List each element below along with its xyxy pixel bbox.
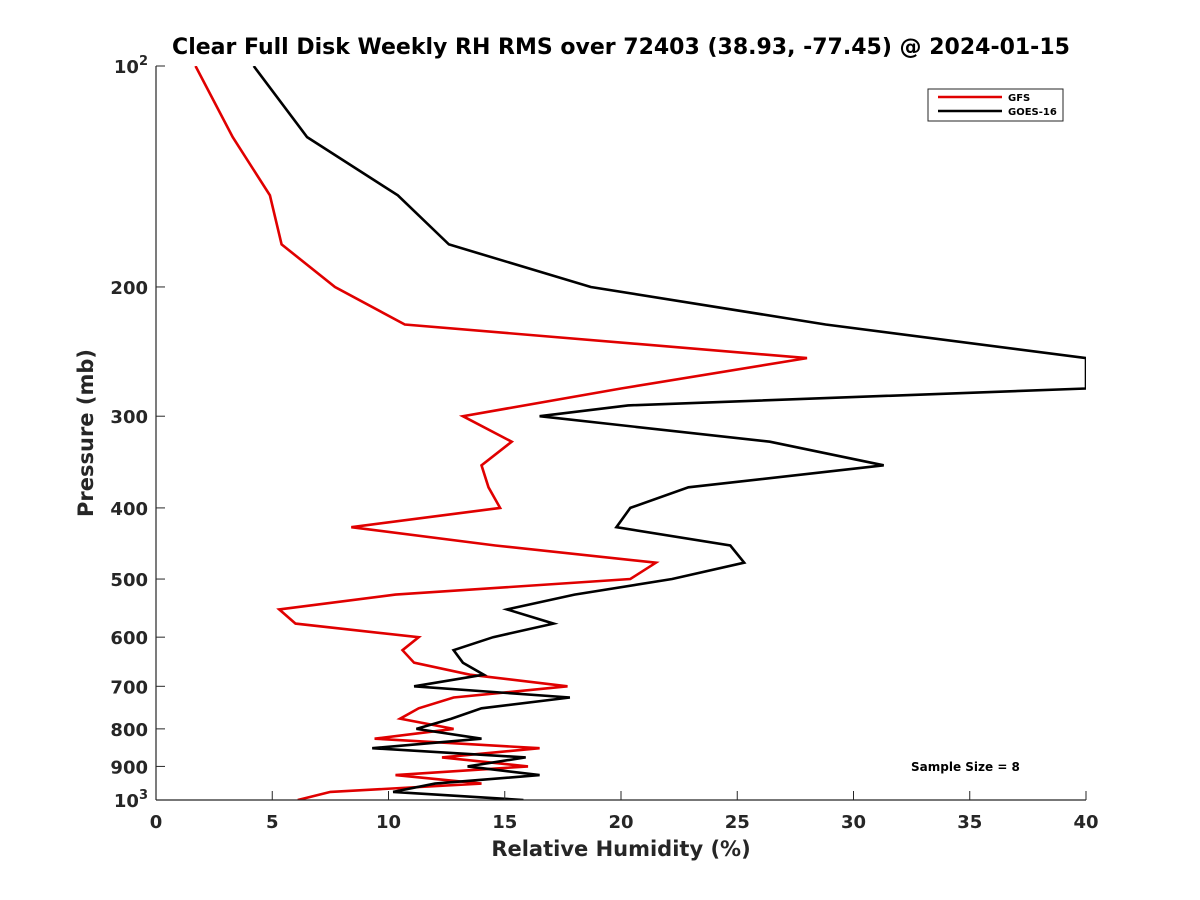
legend-box (927, 88, 1064, 122)
x-axis-ticks: 0 5 10 15 20 25 30 35 40 (150, 791, 1099, 833)
series-line-goes-16 (252, 66, 1086, 800)
y-tick-label: 900 (110, 757, 148, 778)
legend-label-goes-16: GOES-16 (1008, 107, 1057, 118)
series-line-gfs (194, 66, 808, 800)
x-tick-label: 20 (608, 812, 633, 833)
x-tick-label: 5 (266, 812, 279, 833)
y-tick-label: 103 (114, 788, 148, 812)
x-tick-label: 10 (376, 812, 401, 833)
y-tick-label: 102 (114, 54, 148, 78)
chart-title: Clear Full Disk Weekly RH RMS over 72403… (172, 35, 1070, 60)
x-tick-label: 25 (725, 812, 750, 833)
plot-background (156, 66, 1086, 800)
legend-label-gfs: GFS (1008, 93, 1030, 104)
x-axis-label: Relative Humidity (%) (491, 837, 750, 861)
y-axis-label: Pressure (mb) (74, 349, 98, 517)
x-tick-label: 0 (150, 812, 163, 833)
x-tick-label: 40 (1073, 812, 1098, 833)
sample-size-annotation: Sample Size = 8 (911, 760, 1020, 774)
plot-area: 0 5 10 15 20 25 30 35 40 102 200 300 400 500 600 700 80… (110, 54, 1099, 833)
y-tick-label: 700 (110, 677, 148, 698)
legend: GFS GOES-16 (927, 88, 1064, 122)
y-tick-label: 300 (110, 407, 148, 428)
y-tick-label: 200 (110, 278, 148, 299)
y-tick-label: 500 (110, 570, 148, 591)
y-tick-label: 800 (110, 720, 148, 741)
x-tick-label: 30 (841, 812, 866, 833)
y-axis-ticks: 102 200 300 400 500 600 700 800 900 103 (110, 54, 165, 812)
series-layer (194, 66, 1086, 800)
x-tick-label: 15 (492, 812, 517, 833)
x-tick-label: 35 (957, 812, 982, 833)
y-tick-label: 600 (110, 628, 148, 649)
y-tick-label: 400 (110, 499, 148, 520)
